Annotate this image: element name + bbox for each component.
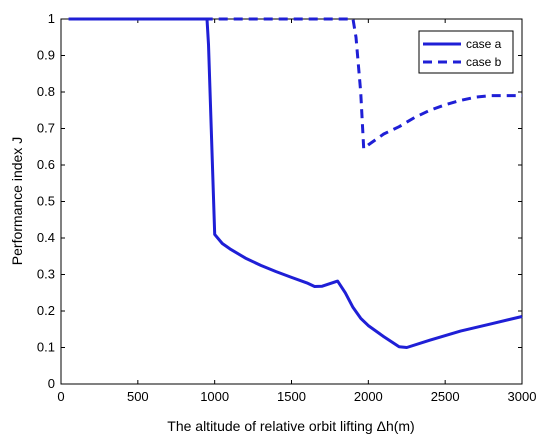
legend-label-case-b: case b <box>466 55 502 69</box>
legend-box <box>418 30 514 74</box>
series-layer <box>68 17 523 349</box>
x-tick-label: 2000 <box>354 389 383 404</box>
x-tick-label: 500 <box>127 389 149 404</box>
series-line-case-b <box>68 17 522 151</box>
y-tick-label: 0.9 <box>37 48 55 63</box>
legend: case a case b <box>418 30 514 74</box>
y-axis-label: Performance index J <box>9 137 25 265</box>
x-tick-label: 1000 <box>200 389 229 404</box>
legend-label-case-a: case a <box>466 37 502 51</box>
y-tick-label: 0.4 <box>37 230 55 245</box>
series-line-case-a <box>68 17 523 349</box>
y-tick-label: 0.3 <box>37 267 55 282</box>
y-axis-ticks: 0 0.1 0.2 0.3 0.4 0.5 0.6 0.7 0.8 0.9 1 <box>37 11 522 391</box>
x-tick-label: 3000 <box>508 389 537 404</box>
x-tick-label: 0 <box>57 389 64 404</box>
x-tick-label: 1500 <box>277 389 306 404</box>
y-tick-label: 1 <box>48 11 55 26</box>
x-axis-label: The altitude of relative orbit lifting Δ… <box>167 418 414 434</box>
y-tick-label: 0.2 <box>37 303 55 318</box>
y-tick-label: 0.7 <box>37 121 55 136</box>
y-tick-label: 0.8 <box>37 84 55 99</box>
y-tick-label: 0 <box>48 376 55 391</box>
plot-area <box>60 18 523 385</box>
x-tick-label: 2500 <box>431 389 460 404</box>
y-tick-label: 0.6 <box>37 157 55 172</box>
y-tick-label: 0.5 <box>37 194 55 209</box>
x-axis-ticks: 0 500 1000 1500 2000 2500 3000 <box>57 19 536 404</box>
y-tick-label: 0.1 <box>37 340 55 355</box>
